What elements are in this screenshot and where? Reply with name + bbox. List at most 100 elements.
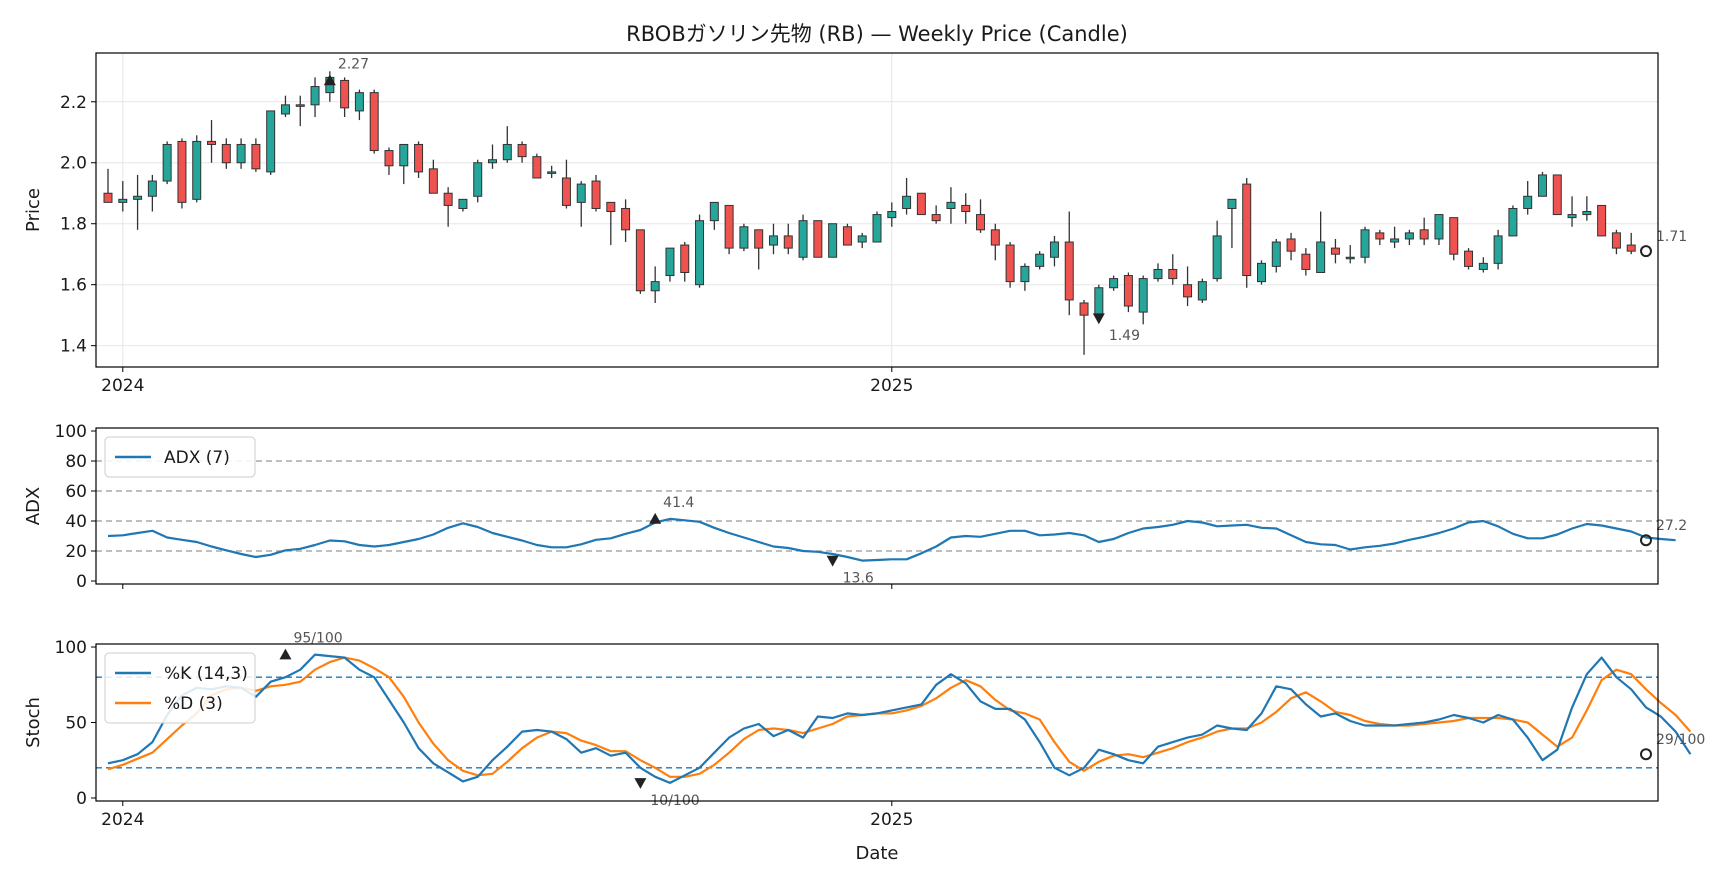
y-tick-label: 2.2 — [60, 93, 87, 113]
candle-down — [414, 143, 424, 173]
y-tick-label: 100 — [55, 638, 87, 658]
candle-down — [1064, 241, 1074, 301]
candle-up — [1493, 235, 1503, 264]
annotation-marker-low — [634, 778, 647, 789]
candle-down — [428, 168, 438, 194]
candle-down — [1005, 244, 1015, 283]
candle-down — [680, 244, 690, 273]
candle-up — [887, 211, 897, 219]
candle-up — [236, 143, 246, 164]
candle-down — [443, 192, 453, 206]
candle-up — [665, 247, 675, 277]
y-tick-label: 0 — [76, 572, 87, 592]
candle-down — [976, 214, 986, 231]
candle-up — [576, 183, 586, 203]
candle-down — [1123, 275, 1133, 307]
candle-up — [310, 86, 320, 106]
candle-down — [1183, 284, 1193, 298]
candle-up — [399, 143, 409, 167]
adx-panel: 0 20 40 60 80 100 ADX 41.4 13.6 27.2 ADX (7) — [23, 422, 1687, 592]
candle-down — [1286, 238, 1296, 252]
candle-up — [695, 220, 705, 286]
legend-entry: ADX (7) — [164, 448, 230, 468]
y-axis-label: ADX — [23, 487, 44, 526]
plot-frame — [95, 52, 1659, 368]
annotation-marker-last — [1640, 245, 1652, 258]
candle-down — [916, 192, 926, 216]
candle-up — [1582, 211, 1592, 216]
candle-down — [961, 204, 971, 213]
candle-up — [192, 140, 202, 200]
legend-box — [104, 652, 256, 724]
candle-up — [354, 92, 364, 112]
candle-up — [1035, 253, 1045, 267]
candle-up — [1508, 207, 1518, 237]
candle-up — [768, 235, 778, 246]
candle-down — [1419, 229, 1429, 240]
chart-title: RBOBガソリン先物 (RB) — Weekly Price (Candle) — [626, 22, 1128, 46]
candle-up — [1020, 265, 1030, 283]
candle-down — [754, 229, 764, 249]
candle-up — [1523, 195, 1533, 209]
candle-up — [1109, 278, 1119, 289]
y-tick-label: 1.4 — [60, 337, 87, 357]
candle-up — [1404, 232, 1414, 240]
annotation-label-high: 95/100 — [293, 631, 342, 647]
y-axis-label: Stoch — [23, 697, 44, 748]
candle-up — [902, 195, 912, 209]
candle-up — [857, 235, 867, 243]
y-tick-label: 0 — [76, 789, 87, 809]
candle-down — [517, 143, 527, 158]
candle-down — [1552, 174, 1562, 216]
candle-down — [783, 235, 793, 249]
annotation-marker-high — [323, 74, 336, 86]
candle-down — [177, 140, 187, 203]
candle-up — [295, 104, 305, 107]
candle-down — [1626, 244, 1636, 252]
y-tick-label: 50 — [65, 714, 87, 734]
x-tick-label: 2024 — [101, 810, 144, 830]
candle-up — [1434, 214, 1444, 240]
annotation-label-last: 29/100 — [1656, 732, 1705, 748]
legend-entry: %D (3) — [164, 694, 223, 714]
y-tick-label: 40 — [65, 512, 87, 532]
candle-up — [1345, 256, 1355, 260]
candle-down — [1301, 253, 1311, 270]
candle-up — [162, 143, 172, 182]
y-tick-label: 100 — [55, 422, 87, 442]
candle-down — [931, 214, 941, 222]
candle-down — [207, 140, 217, 145]
y-axis-label: Price — [23, 188, 44, 232]
candle-down — [1464, 250, 1474, 267]
candle-down — [1611, 232, 1621, 249]
candle-up — [1257, 262, 1266, 283]
stoch-k-line — [107, 653, 1692, 784]
candle-up — [458, 198, 468, 209]
candle-up — [828, 223, 838, 258]
candle-up — [1478, 262, 1488, 270]
candle-down — [532, 156, 542, 179]
candle-down — [221, 143, 231, 164]
candle-up — [1360, 229, 1370, 258]
candle-down — [813, 220, 823, 258]
annotation-label-high: 2.27 — [338, 56, 369, 72]
candle-up — [946, 201, 956, 209]
candle-up — [1227, 198, 1237, 209]
candle-down — [1449, 217, 1459, 255]
candle-up — [473, 162, 483, 197]
plot-frame — [95, 427, 1659, 585]
candle-up — [1390, 238, 1400, 243]
y-tick-label: 60 — [65, 482, 87, 502]
x-tick-label: 2024 — [101, 376, 144, 396]
annotation-label-high: 41.4 — [663, 495, 694, 511]
legend-entry: %K (14,3) — [164, 664, 248, 684]
candle-up — [798, 220, 808, 258]
y-tick-label: 1.6 — [60, 276, 87, 296]
candle-down — [369, 92, 379, 152]
candle-up — [1138, 278, 1148, 313]
annotation-marker-high — [279, 648, 292, 660]
annotation-label-low: 1.49 — [1109, 328, 1140, 344]
candle-up — [1271, 241, 1281, 267]
candle-down — [606, 201, 616, 213]
